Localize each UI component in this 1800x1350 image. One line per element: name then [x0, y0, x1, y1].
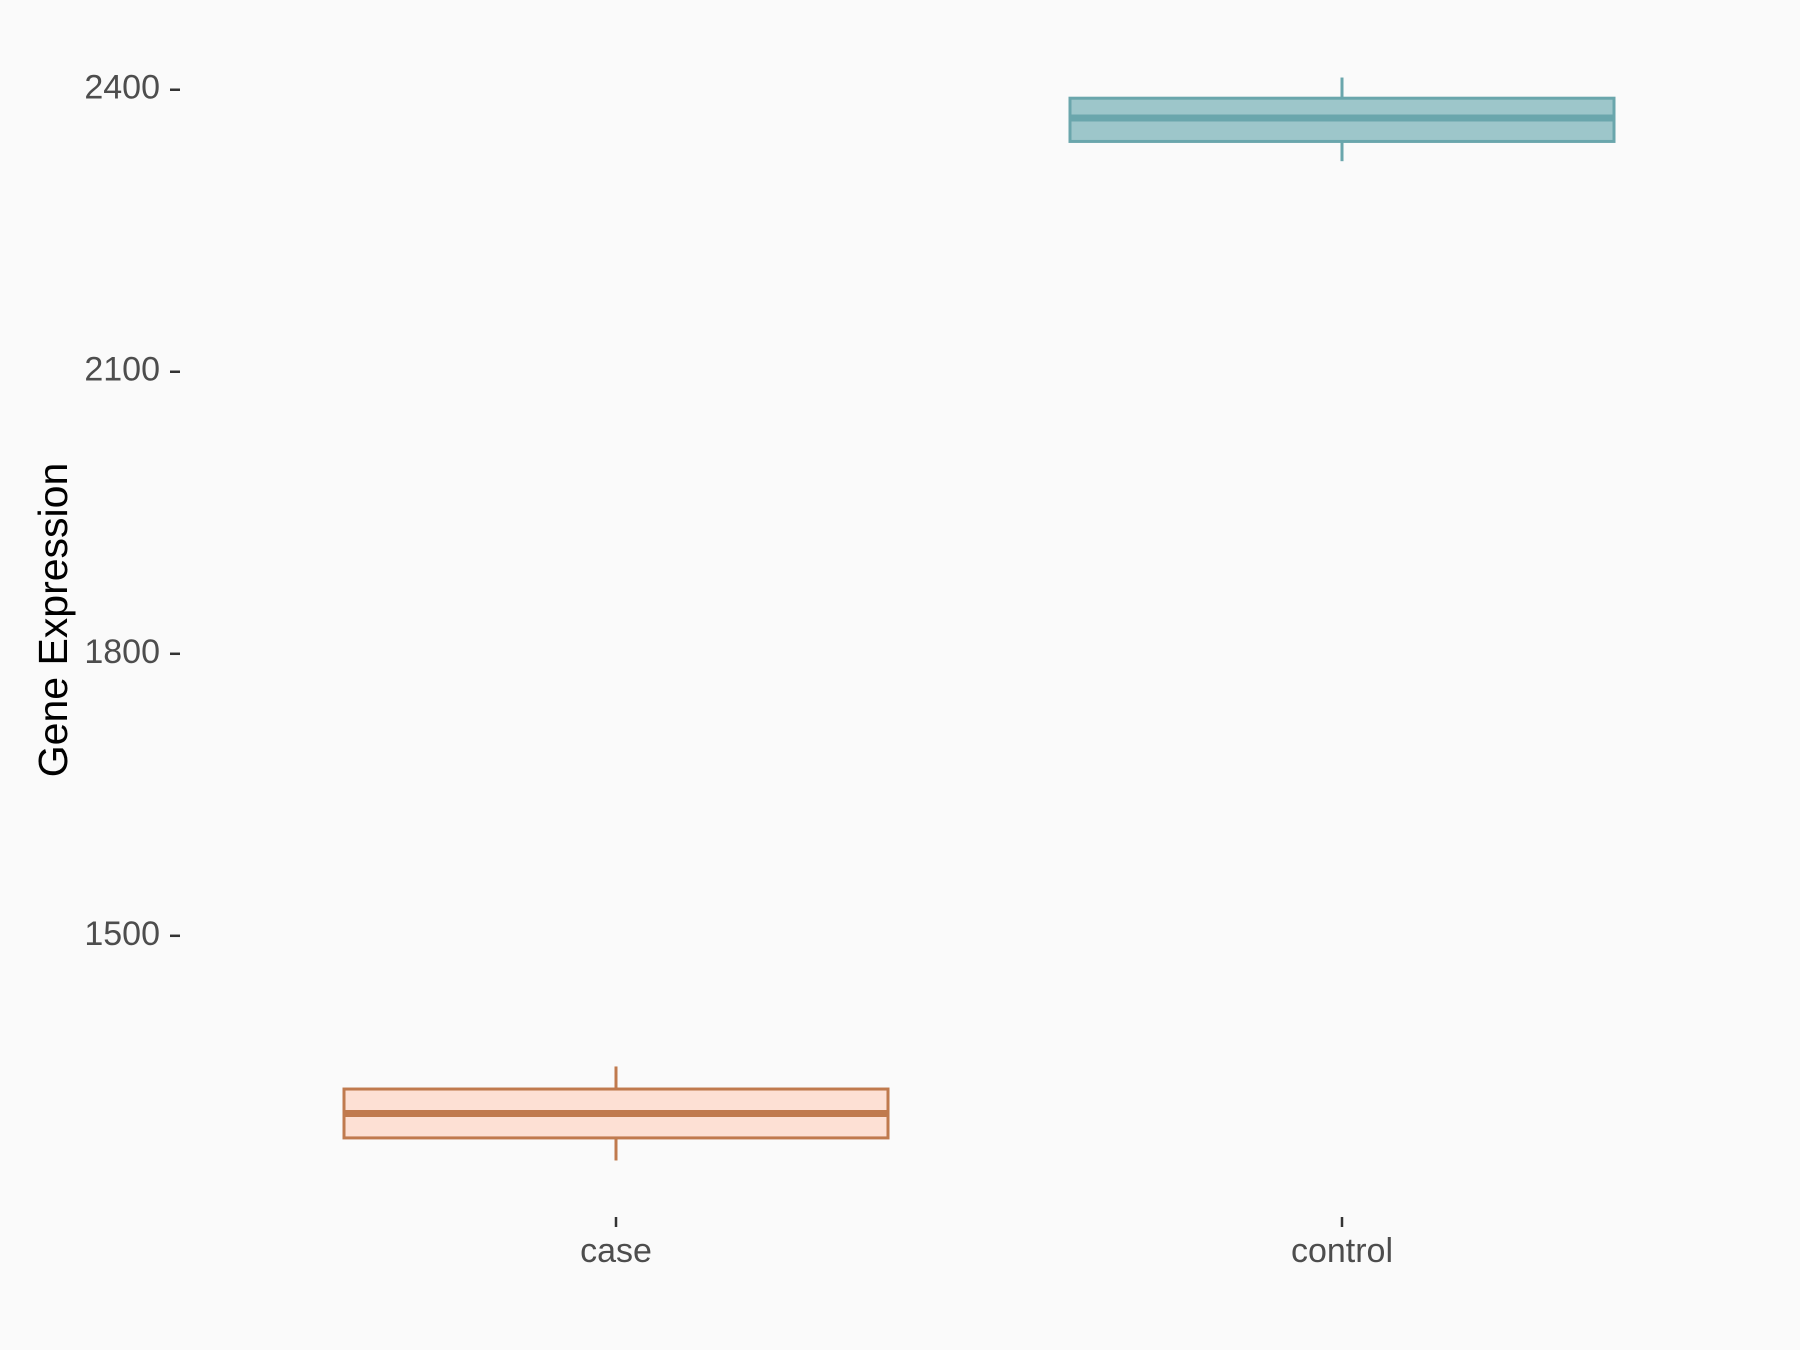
- y-tick-label: 2100: [84, 351, 160, 389]
- y-axis-title: Gene Expression: [30, 463, 76, 778]
- x-tick-label: control: [1291, 1232, 1393, 1270]
- y-tick-label: 1800: [84, 633, 160, 671]
- x-tick-label: case: [580, 1232, 652, 1270]
- y-tick-label: 1500: [84, 915, 160, 953]
- y-tick-label: 2400: [84, 69, 160, 107]
